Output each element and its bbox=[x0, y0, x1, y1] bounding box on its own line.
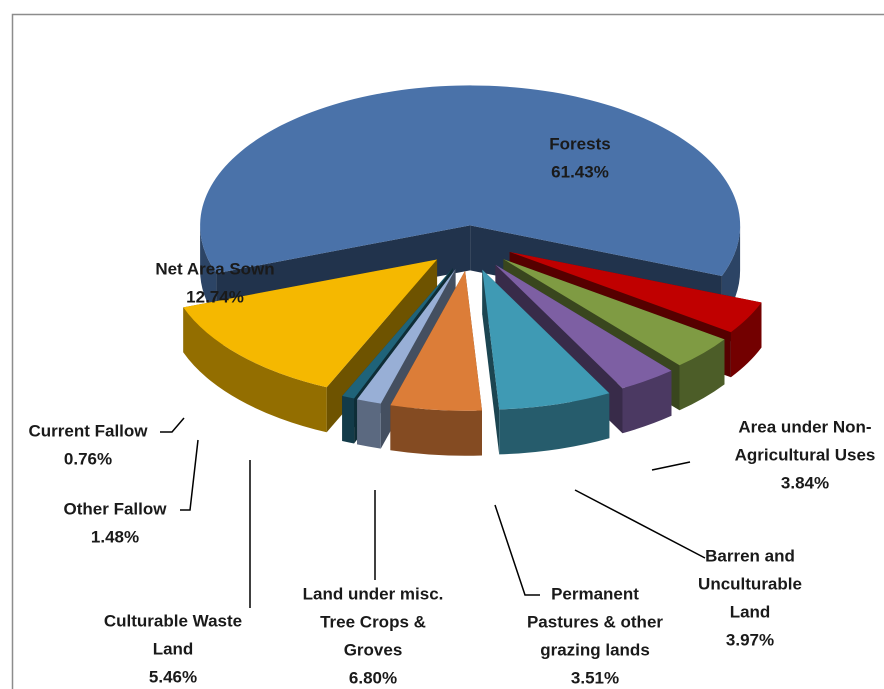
slice-label: Land under misc. bbox=[303, 584, 444, 603]
slice-wall bbox=[183, 307, 327, 433]
slice-wall bbox=[342, 396, 355, 444]
slice bbox=[503, 259, 725, 366]
leader-line bbox=[651, 461, 691, 471]
slice-label: Unculturable bbox=[698, 574, 802, 593]
slice-side bbox=[482, 269, 500, 455]
slice-label: Current Fallow bbox=[28, 421, 148, 440]
slice-label: grazing lands bbox=[540, 640, 650, 659]
chart-border bbox=[11, 13, 884, 689]
value-label: 61.43% bbox=[551, 162, 609, 181]
slice bbox=[183, 259, 438, 388]
slice-wall bbox=[679, 339, 725, 411]
slice-wall bbox=[357, 399, 381, 449]
slice-label: Permanent bbox=[551, 584, 639, 603]
value-label: 3.84% bbox=[781, 473, 829, 492]
leader-line bbox=[494, 504, 540, 596]
value-label: 3.97% bbox=[726, 630, 774, 649]
slice bbox=[495, 264, 672, 389]
slice-label: Forests bbox=[549, 134, 610, 153]
value-label: 12.74% bbox=[186, 287, 244, 306]
slice-label: Tree Crops & bbox=[320, 612, 426, 631]
slice bbox=[357, 269, 456, 404]
slice bbox=[342, 268, 453, 399]
slice-label: Net Area Sown bbox=[155, 259, 274, 278]
value-label: 1.48% bbox=[91, 527, 139, 546]
slice bbox=[509, 251, 762, 333]
slice-label: Agricultural Uses bbox=[735, 445, 876, 464]
slice-label: Groves bbox=[344, 640, 403, 659]
slice-wall bbox=[499, 393, 610, 455]
slice-wall bbox=[730, 302, 762, 378]
slice-label: Other Fallow bbox=[64, 499, 168, 518]
leader-line bbox=[180, 439, 199, 511]
slice-wall bbox=[622, 370, 672, 434]
leader-line bbox=[160, 417, 185, 433]
slice-wall bbox=[390, 405, 482, 456]
value-label: 5.46% bbox=[149, 667, 197, 686]
slice-label: Land bbox=[730, 602, 771, 621]
slice-label: Culturable Waste bbox=[104, 611, 242, 630]
value-label: 6.80% bbox=[349, 668, 397, 687]
slice bbox=[200, 85, 741, 276]
leader-line bbox=[574, 489, 706, 559]
value-label: 0.76% bbox=[64, 449, 112, 468]
slice-wall bbox=[200, 225, 217, 319]
slice-label: Barren and bbox=[705, 546, 795, 565]
slice-label: Pastures & other bbox=[527, 612, 663, 631]
slice bbox=[482, 269, 610, 410]
slice bbox=[390, 270, 482, 411]
slice-label: Area under Non- bbox=[738, 417, 871, 436]
value-label: 3.51% bbox=[571, 668, 619, 687]
slice-label: Land bbox=[153, 639, 194, 658]
